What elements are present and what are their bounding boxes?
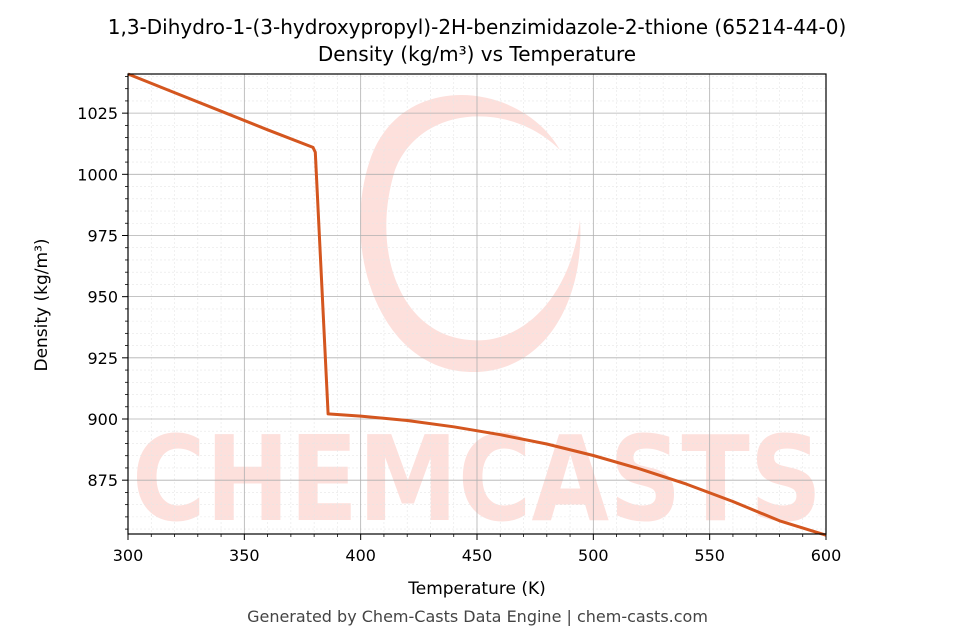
density-series-line [127, 72, 827, 537]
y-axis-label: Density (kg/m³) [32, 238, 52, 371]
chart-title: 1,3-Dihydro-1-(3-hydroxypropyl)-2H-benzi… [108, 15, 847, 39]
y-tick-label: 975 [87, 226, 118, 245]
watermark-logo-swirl [360, 95, 581, 373]
footer-credit: Generated by Chem-Casts Data Engine | ch… [247, 607, 708, 626]
y-axis-ticks: 875 900 925 950 975 1000 1025 [77, 76, 128, 530]
y-tick-label: 1000 [77, 165, 118, 184]
y-tick-label: 900 [87, 410, 118, 429]
y-tick-label: 950 [87, 288, 118, 307]
y-tick-label: 925 [87, 349, 118, 368]
y-tick-label: 1025 [77, 104, 118, 123]
x-tick-label: 300 [113, 546, 144, 565]
x-tick-label: 550 [694, 546, 725, 565]
x-tick-label: 400 [345, 546, 376, 565]
x-tick-label: 600 [811, 546, 842, 565]
x-tick-label: 500 [578, 546, 609, 565]
x-axis-label: Temperature (K) [407, 579, 546, 599]
chart-subtitle: Density (kg/m³) vs Temperature [318, 42, 636, 66]
x-tick-label: 450 [462, 546, 493, 565]
x-axis-ticks: 300 350 400 450 500 550 600 [113, 534, 842, 565]
series-layer [127, 72, 827, 537]
x-tick-label: 350 [229, 546, 260, 565]
y-tick-label: 875 [87, 471, 118, 490]
